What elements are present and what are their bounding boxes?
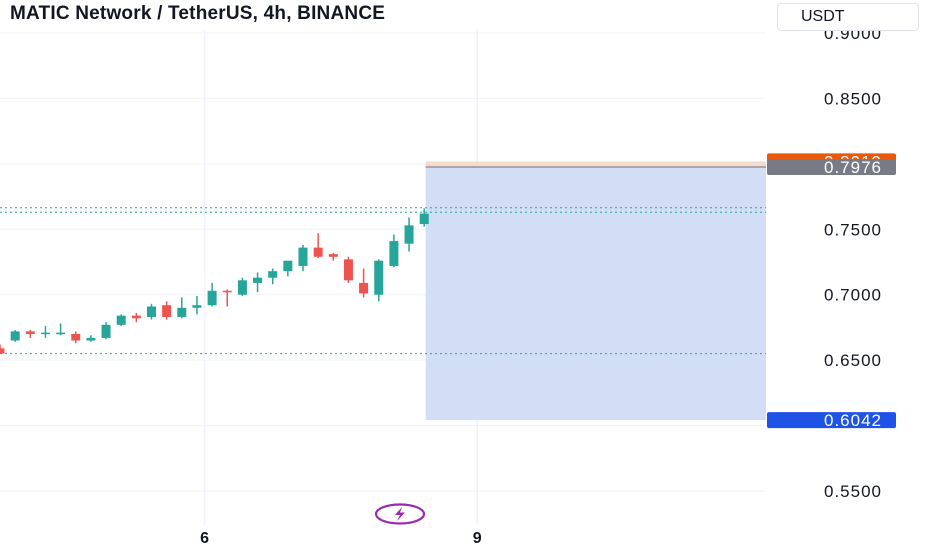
y-axis-label: 0.8500 [824, 89, 882, 108]
candle-up[interactable] [101, 324, 111, 338]
candle-up[interactable] [192, 305, 202, 308]
candle-up[interactable] [374, 260, 384, 295]
candle-up[interactable] [389, 241, 399, 266]
x-axis-label: 6 [200, 530, 209, 547]
candle-down[interactable] [328, 254, 338, 257]
candle-up[interactable] [419, 213, 429, 225]
x-axis-label: 9 [473, 530, 482, 547]
candle-down[interactable] [222, 290, 232, 293]
currency-selector[interactable]: USDT [777, 3, 919, 31]
candle-down[interactable] [343, 259, 353, 281]
chart-title: MATIC Network / TetherUS, 4h, BINANCE [10, 3, 386, 24]
candle-down[interactable] [359, 282, 369, 294]
y-axis-label: 0.5500 [824, 482, 882, 501]
lightning-logo-icon[interactable] [374, 503, 426, 525]
price-badge-label: 0.6042 [824, 411, 882, 430]
candle-up[interactable] [283, 260, 293, 272]
candle-down[interactable] [25, 331, 35, 334]
candle-up[interactable] [404, 225, 414, 244]
stop-loss-zone[interactable] [425, 161, 766, 167]
candle-down[interactable] [71, 333, 81, 341]
candle-up[interactable] [177, 307, 187, 317]
candle-down[interactable] [0, 348, 5, 354]
candle-up[interactable] [298, 247, 308, 266]
y-axis-label: 0.7500 [824, 220, 882, 239]
candle-up[interactable] [86, 337, 96, 341]
price-badge-entry [767, 158, 896, 175]
y-axis-label: 0.7000 [824, 286, 882, 305]
candle-up[interactable] [207, 290, 217, 306]
candle-up[interactable] [116, 315, 126, 325]
candle-up[interactable] [253, 277, 263, 283]
price-badge-label: 0.7976 [824, 158, 882, 177]
take-profit-zone[interactable] [425, 166, 766, 421]
candle-up[interactable] [237, 280, 247, 295]
price-badge-target [767, 412, 896, 429]
y-axis-label: 0.6500 [824, 351, 882, 370]
candle-up[interactable] [147, 306, 156, 317]
candle-up[interactable] [268, 271, 278, 278]
candle-down[interactable] [162, 305, 172, 317]
candle-up[interactable] [40, 332, 50, 335]
candle-up[interactable] [10, 331, 20, 341]
candle-down[interactable] [313, 247, 323, 257]
candle-up[interactable] [56, 332, 66, 335]
candle-down[interactable] [131, 315, 141, 319]
